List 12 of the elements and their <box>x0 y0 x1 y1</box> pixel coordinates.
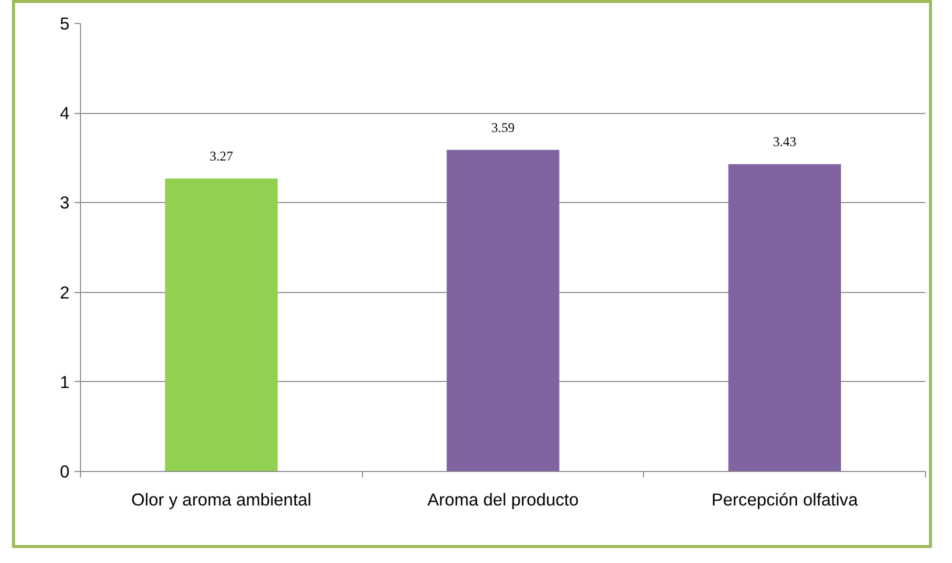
data-label: 3.59 <box>491 120 515 135</box>
x-tick-label: Aroma del producto <box>427 490 579 510</box>
data-label: 3.43 <box>773 134 797 150</box>
y-tick-label: 3 <box>60 192 70 213</box>
x-tick-label: Olor y aroma ambiental <box>131 490 312 510</box>
y-tick-label: 4 <box>60 103 70 124</box>
y-tick-label: 2 <box>60 282 70 302</box>
y-tick-label: 1 <box>60 372 70 392</box>
y-tick-label: 0 <box>60 462 70 482</box>
y-tick-label: 5 <box>60 14 70 34</box>
data-label: 3.27 <box>210 148 234 164</box>
x-tick-label: Percepción olfativa <box>711 490 858 510</box>
